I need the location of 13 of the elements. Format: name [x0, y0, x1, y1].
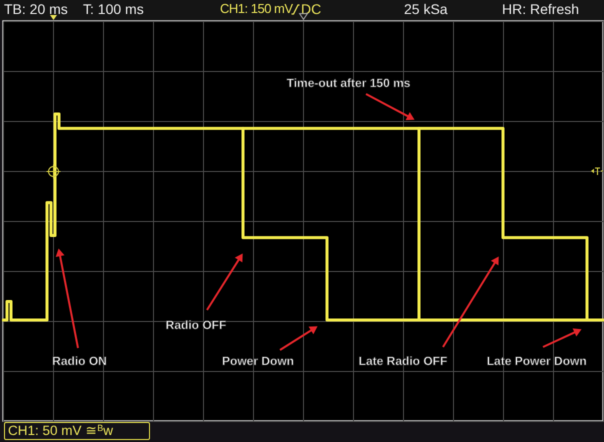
text: CH1: 50 mV ≅$^{B}$w: [4, 422, 150, 440]
text: Power Down: [222, 354, 294, 368]
annotation: Radio OFF: [166, 318, 226, 332]
text: HR: Refresh: [502, 0, 580, 18]
text: Late Power Down: [486, 354, 587, 368]
text: Time-out after 150 ms: [286, 76, 411, 90]
text: T: 100 ms: [83, 0, 144, 18]
text: 25 kSa: [404, 0, 448, 18]
text: TB: 20 ms: [4, 0, 68, 18]
text: Radio ON: [52, 354, 107, 368]
text: Late Radio OFF: [358, 354, 448, 368]
text: CH1: 150 mV: [220, 0, 293, 18]
text: DC: [301, 0, 322, 18]
